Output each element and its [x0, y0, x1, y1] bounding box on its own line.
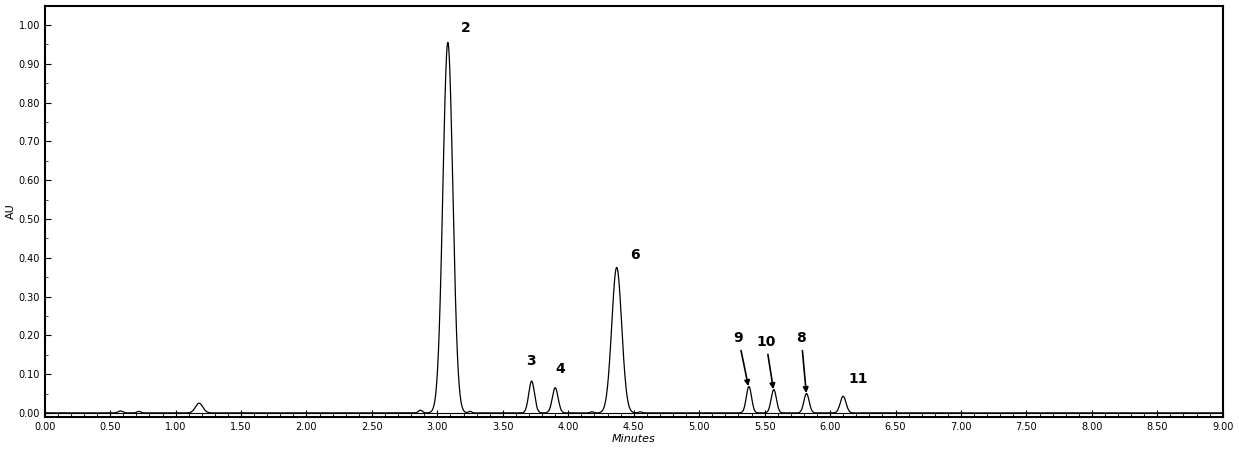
Text: 6: 6: [629, 248, 639, 261]
Text: 4: 4: [555, 362, 565, 376]
Text: 9: 9: [733, 331, 750, 384]
Text: 8: 8: [797, 331, 808, 391]
X-axis label: Minutes: Minutes: [612, 434, 655, 445]
Text: 10: 10: [756, 335, 776, 387]
Y-axis label: AU: AU: [5, 203, 16, 219]
Text: 11: 11: [849, 372, 867, 386]
Text: 3: 3: [527, 354, 536, 368]
Text: 2: 2: [461, 21, 471, 35]
